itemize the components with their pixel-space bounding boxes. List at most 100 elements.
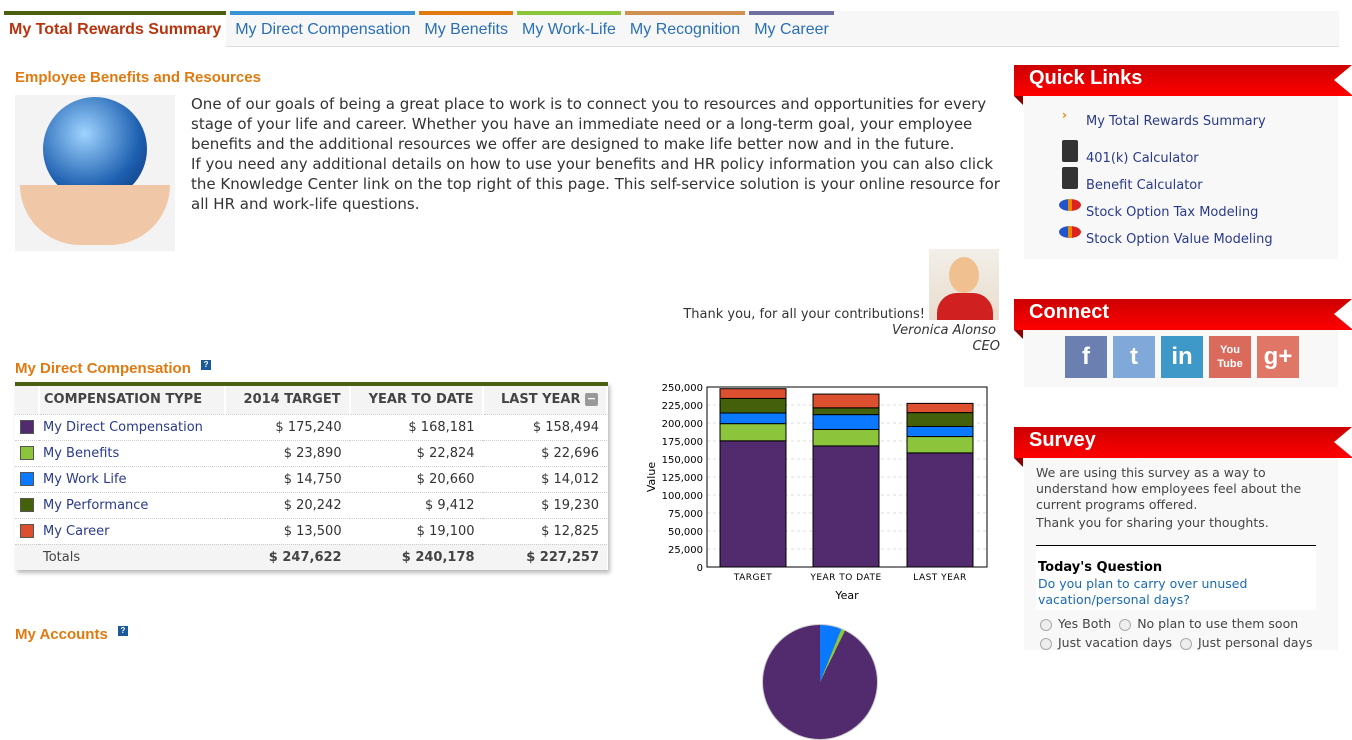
google-plus-icon[interactable]: g+ [1257, 336, 1299, 378]
value-cell: $ 175,240 [225, 413, 350, 440]
quick-link-stock-value[interactable]: Stock Option Value Modeling [1086, 232, 1273, 247]
connect-banner: Connect [1014, 299, 1352, 339]
value-cell: $ 23,890 [225, 439, 350, 466]
y-tick-label: 225,000 [662, 401, 703, 412]
pie-chart-icon [1059, 199, 1081, 211]
bar-segment [719, 412, 787, 425]
option-label: Just personal days [1198, 635, 1313, 650]
help-icon[interactable]: ? [117, 626, 128, 636]
y-tick-label: 100,000 [662, 491, 703, 502]
compensation-bar-chart: 0 25,000 50,000 75,000 100,000 125,000 150,000… [645, 383, 988, 602]
bar-segment [906, 452, 974, 568]
value-cell: $ 13,500 [225, 517, 350, 544]
quick-links-banner: Quick Links [1014, 65, 1352, 105]
bar-segment [719, 397, 787, 414]
compensation-type-link[interactable]: My Performance [39, 491, 226, 518]
y-tick-label: 75,000 [668, 509, 703, 520]
accounts-title-text: My Accounts [15, 626, 108, 643]
radio-icon[interactable] [1119, 618, 1132, 631]
col-header: 2014 TARGET [225, 386, 351, 414]
quick-link-benefit-calculator[interactable]: Benefit Calculator [1086, 178, 1203, 193]
total-value: $ 247,622 [225, 543, 350, 570]
value-cell: $ 19,100 [349, 517, 483, 544]
tab-total-rewards[interactable]: My Total Rewards Summary [4, 11, 227, 47]
total-value: $ 240,178 [349, 543, 483, 570]
survey-panel: We are using this survey as a way to und… [1024, 458, 1338, 650]
table-row: My Benefits $ 23,890 $ 22,824 $ 22,696 [15, 439, 607, 466]
value-cell: $ 20,660 [349, 465, 483, 492]
option-label: No plan to use them soon [1137, 616, 1299, 631]
bar-segment [719, 388, 787, 399]
bar-segment [812, 445, 880, 568]
compensation-type-link[interactable]: My Direct Compensation [39, 413, 226, 440]
radio-icon[interactable] [1180, 637, 1192, 650]
bar-segment [906, 436, 974, 454]
col-header-text: LAST YEAR [501, 392, 581, 408]
section-title: Employee Benefits and Resources [15, 69, 261, 86]
calculator-icon [1062, 140, 1078, 162]
color-swatch [20, 498, 34, 512]
intro-paragraph: One of our goals of being a great place … [191, 95, 987, 153]
value-cell: $ 9,412 [349, 491, 483, 518]
table-row: My Performance $ 20,242 $ 9,412 $ 19,230 [15, 491, 607, 518]
value-cell: $ 19,230 [482, 491, 607, 518]
total-value: $ 227,257 [482, 543, 607, 570]
survey-thanks: Thank you for sharing your thoughts. [1036, 515, 1269, 530]
help-icon[interactable]: ? [201, 360, 212, 370]
radio-yes-both[interactable]: Yes Both [1040, 616, 1111, 631]
linkedin-icon[interactable]: in [1161, 336, 1203, 378]
quick-link-stock-tax[interactable]: Stock Option Tax Modeling [1086, 205, 1259, 220]
radio-personal[interactable]: Just personal days [1176, 635, 1312, 650]
chevron-right-icon: › [1062, 108, 1067, 122]
youtube-icon[interactable]: You Tube [1209, 336, 1251, 378]
tab-benefits[interactable]: My Benefits [419, 11, 513, 47]
pie-chart-icon [1059, 226, 1081, 238]
value-cell: $ 12,825 [482, 517, 607, 544]
bar-segment [812, 393, 880, 409]
color-swatch-cell [15, 517, 39, 544]
y-tick-label: 200,000 [662, 419, 703, 430]
twitter-icon[interactable]: t [1113, 336, 1155, 378]
y-tick-label: 250,000 [662, 383, 703, 394]
value-cell: $ 20,242 [225, 491, 350, 518]
y-tick-label: 0 [697, 563, 703, 574]
y-axis-label: Value [645, 462, 658, 492]
question-box: Today's Question Do you plan to carry ov… [1036, 545, 1316, 610]
radio-vacation[interactable]: Just vacation days [1040, 635, 1172, 650]
y-tick-label: 125,000 [662, 473, 703, 484]
tab-direct-compensation[interactable]: My Direct Compensation [230, 11, 416, 47]
table-row: My Direct Compensation $ 175,240 $ 168,181… [15, 413, 607, 440]
survey-options: Yes Both No plan to use them soon Just v… [1036, 614, 1326, 652]
compensation-type-link[interactable]: My Work Life [39, 465, 226, 492]
facebook-icon[interactable]: f [1065, 336, 1107, 378]
table-row: My Career $ 13,500 $ 19,100 $ 12,825 [15, 517, 607, 544]
quick-link-total-rewards[interactable]: My Total Rewards Summary [1086, 114, 1266, 129]
col-header: YEAR TO DATE [349, 386, 484, 414]
color-swatch [20, 446, 34, 460]
survey-description: We are using this survey as a way to und… [1036, 465, 1302, 512]
thanks-text: Thank you, for all your contributions! [683, 307, 925, 322]
tab-recognition[interactable]: My Recognition [624, 11, 746, 47]
color-swatch-cell [15, 413, 39, 440]
intro-text: One of our goals of being a great place … [191, 94, 1006, 214]
radio-icon[interactable] [1040, 618, 1052, 631]
tab-work-life[interactable]: My Work-Life [516, 11, 621, 47]
compensation-type-link[interactable]: My Benefits [39, 439, 226, 466]
tab-career[interactable]: My Career [749, 11, 834, 47]
col-header: COMPENSATION TYPE [39, 386, 227, 414]
value-cell: $ 168,181 [349, 413, 483, 440]
collapse-icon[interactable]: − [585, 392, 598, 407]
ceo-role: CEO [972, 339, 1000, 354]
bar-segment [906, 425, 974, 438]
value-cell: $ 14,012 [482, 465, 607, 492]
y-tick-label: 150,000 [662, 455, 703, 466]
radio-icon[interactable] [1040, 637, 1052, 650]
value-cell: $ 158,494 [482, 413, 607, 440]
globe-hands-image [15, 95, 175, 251]
accounts-pie-chart [762, 624, 878, 740]
radio-no-plan[interactable]: No plan to use them soon [1115, 616, 1298, 631]
color-swatch [20, 420, 34, 434]
quick-link-401k-calculator[interactable]: 401(k) Calculator [1086, 151, 1199, 166]
calculator-icon [1062, 167, 1078, 189]
compensation-type-link[interactable]: My Career [39, 517, 226, 544]
